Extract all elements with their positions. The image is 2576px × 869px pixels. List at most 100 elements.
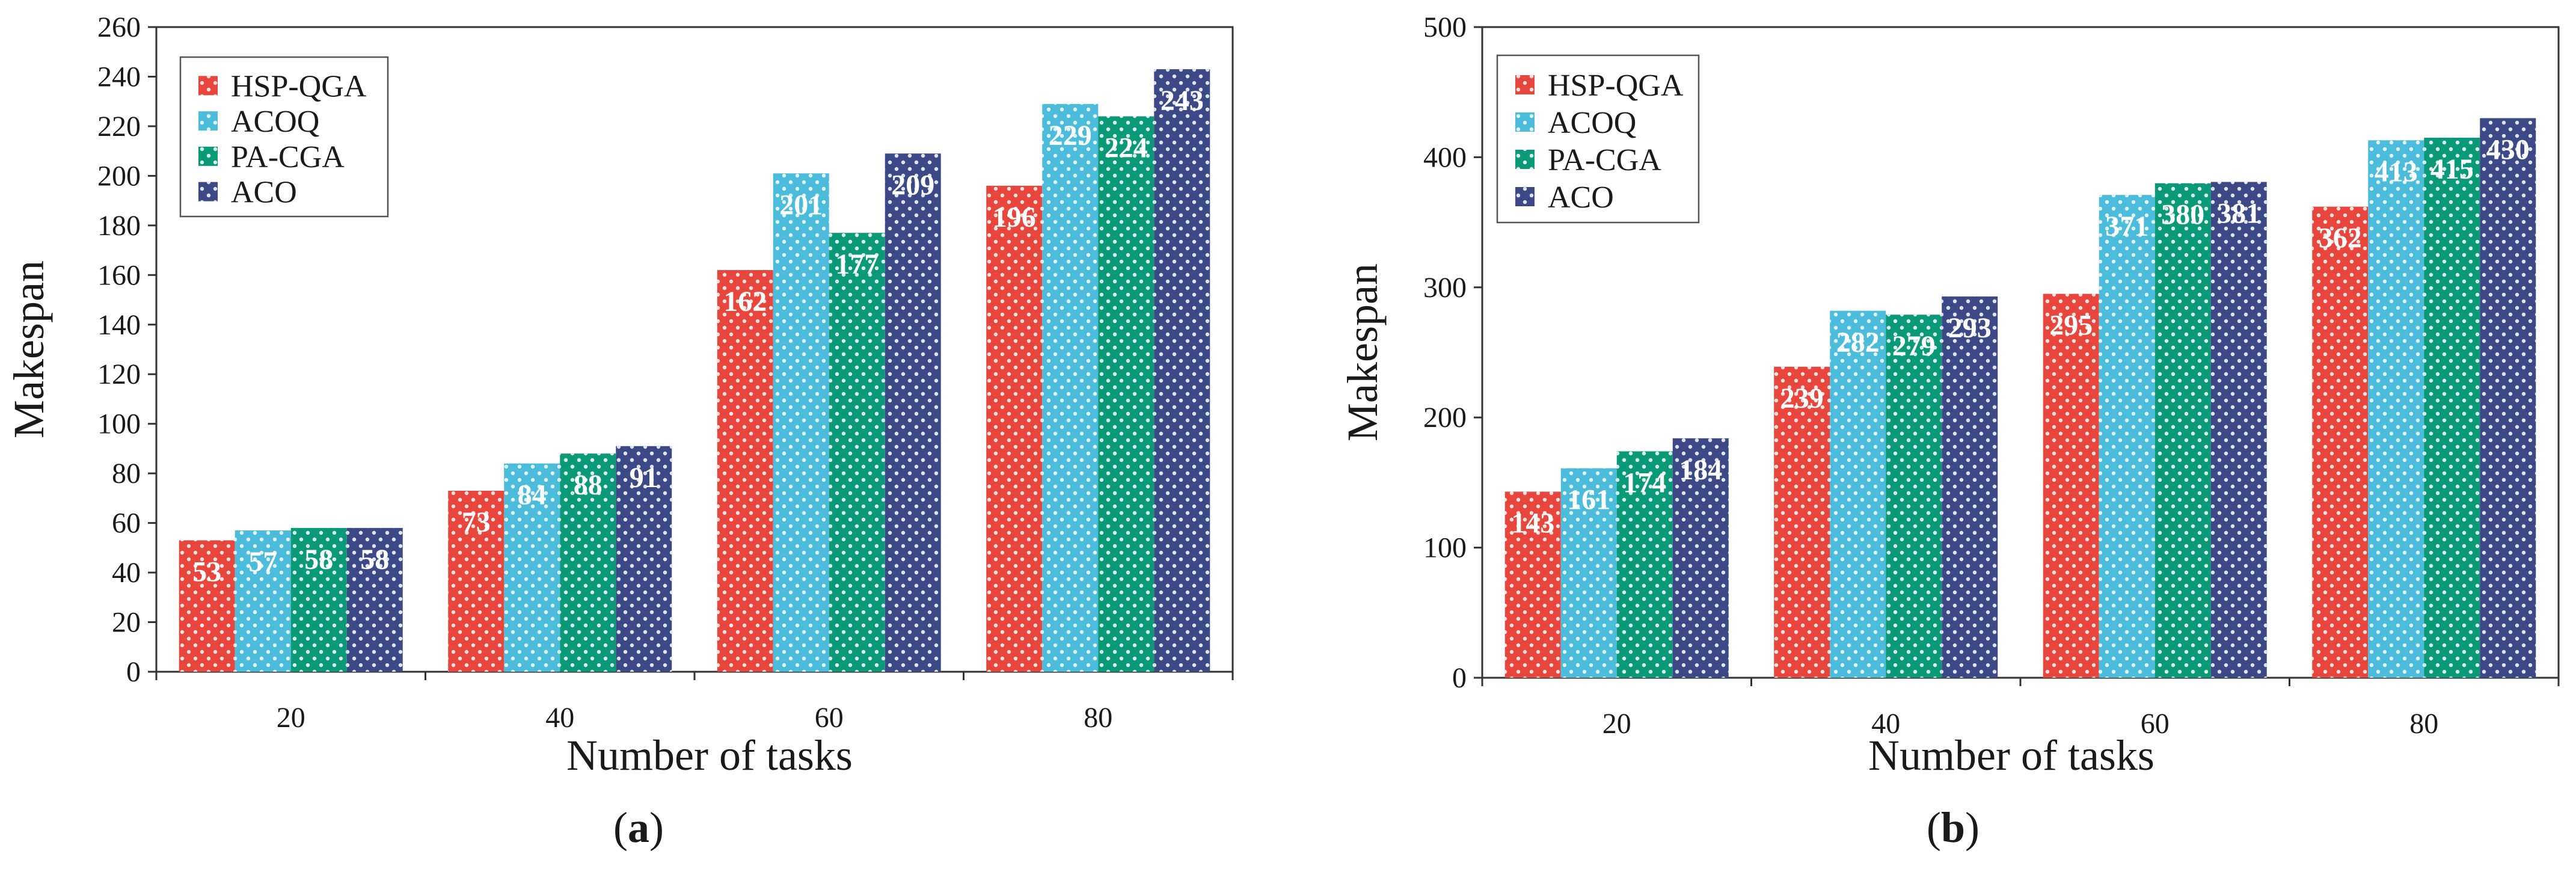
bar-texture — [448, 491, 504, 672]
bar-texture — [1942, 296, 1998, 678]
bar-value-label: 174 — [1623, 467, 1666, 499]
bar-value-label: 209 — [891, 169, 934, 201]
bar-value-label: 282 — [1836, 327, 1880, 358]
bar-texture — [717, 270, 773, 672]
x-tick-label: 60 — [2141, 708, 2170, 740]
bar-value-label: 196 — [993, 201, 1036, 233]
y-tick-label: 140 — [97, 309, 141, 341]
x-axis-title: Number of tasks — [566, 731, 853, 779]
chart-a: 0 20 40 60 80 100 120 140 160 180 200 220 240 260 20 40… — [5, 11, 1234, 852]
bar-texture — [1616, 451, 1673, 678]
x-tick-label: 60 — [815, 702, 844, 734]
bar-texture — [885, 153, 941, 672]
bar-value-label: 239 — [1780, 382, 1824, 414]
y-tick-label: 300 — [1423, 272, 1467, 304]
bar-value-label: 91 — [630, 462, 658, 494]
legend-swatch-texture — [198, 76, 218, 96]
bar-texture — [2099, 195, 2155, 678]
bar-texture — [986, 185, 1043, 672]
bar-value-label: 161 — [1567, 484, 1610, 516]
legend-label: HSP-QGA — [231, 69, 367, 103]
bar-texture — [2043, 293, 2099, 678]
bar-texture — [2210, 182, 2267, 678]
bar-value-label: 184 — [1679, 454, 1722, 486]
y-tick-label: 100 — [97, 408, 141, 440]
bar-value-label: 380 — [2161, 199, 2204, 231]
bar-value-label: 57 — [248, 546, 277, 578]
bar-texture — [616, 446, 672, 672]
y-tick-label: 500 — [1423, 11, 1467, 43]
bar-texture — [1672, 438, 1729, 678]
y-tick-label: 40 — [112, 557, 141, 589]
bar-texture — [2424, 137, 2480, 678]
legend-swatch-texture — [198, 111, 218, 131]
bar-texture — [1154, 69, 1210, 672]
bar-value-label: 162 — [723, 286, 767, 318]
bar-value-label: 413 — [2375, 156, 2418, 188]
legend-label: PA-CGA — [1548, 143, 1661, 177]
x-tick-label: 80 — [1084, 702, 1112, 734]
bar-value-label: 415 — [2430, 153, 2474, 185]
bar-value-label: 224 — [1105, 132, 1148, 164]
panel-letter: b — [1941, 803, 1965, 852]
bar-value-label: 293 — [1948, 312, 1992, 344]
bar-texture — [1830, 310, 1886, 678]
panel-label: (b) — [1927, 803, 1980, 852]
panel-label: (a) — [613, 803, 664, 852]
bar-texture — [1886, 315, 1942, 678]
bar-texture — [504, 463, 560, 672]
bar-texture — [2368, 140, 2424, 678]
legend-label: ACOQ — [1548, 106, 1636, 140]
y-tick-label: 20 — [112, 607, 141, 639]
legend-swatch-texture — [1515, 75, 1535, 94]
x-tick-label: 20 — [277, 702, 305, 734]
bar-texture — [1098, 116, 1155, 672]
bar-texture — [560, 453, 616, 672]
bar-texture — [179, 540, 235, 672]
legend-label: PA-CGA — [231, 140, 345, 174]
y-tick-label: 200 — [97, 160, 141, 192]
bar-value-label: 243 — [1161, 85, 1204, 117]
panel-letter: a — [628, 803, 649, 852]
bar-value-label: 58 — [360, 544, 389, 576]
bar-value-label: 58 — [304, 544, 333, 576]
bar-texture — [290, 527, 347, 672]
bar-value-label: 177 — [835, 248, 879, 280]
x-tick-label: 40 — [1871, 708, 1900, 740]
y-tick-label: 0 — [126, 656, 141, 688]
y-tick-label: 400 — [1423, 141, 1467, 173]
bar-value-label: 295 — [2049, 310, 2093, 342]
y-tick-label: 60 — [112, 508, 141, 539]
bar-value-label: 279 — [1892, 330, 1936, 362]
bar-value-label: 201 — [779, 189, 823, 221]
y-tick-label: 260 — [97, 11, 141, 43]
bar-texture — [2312, 206, 2369, 678]
bar-value-label: 229 — [1049, 120, 1092, 152]
bar-texture — [2154, 183, 2211, 678]
bar-value-label: 53 — [192, 556, 221, 588]
bar-texture — [1504, 491, 1561, 678]
y-tick-label: 100 — [1423, 532, 1467, 564]
bar-value-label: 84 — [518, 479, 547, 511]
bar-value-label: 430 — [2486, 134, 2530, 165]
y-tick-label: 0 — [1452, 662, 1467, 694]
legend-swatch-texture — [1515, 187, 1535, 206]
y-axis-title: Makespan — [1339, 263, 1387, 441]
bar-value-label: 371 — [2105, 210, 2148, 242]
bar-texture — [773, 173, 829, 672]
bar-texture — [1774, 366, 1830, 678]
bar-texture — [1042, 103, 1099, 672]
legend-label: ACOQ — [231, 105, 319, 139]
x-tick-label: 20 — [1602, 708, 1631, 740]
legend-label: HSP-QGA — [1548, 69, 1684, 103]
y-tick-label: 180 — [97, 210, 141, 242]
y-tick-label: 200 — [1423, 402, 1467, 434]
legend-swatch-texture — [198, 146, 218, 166]
legend-label: ACO — [231, 176, 297, 210]
bar-value-label: 381 — [2217, 198, 2260, 230]
y-axis-title: Makespan — [5, 260, 53, 438]
bar-texture — [346, 527, 403, 672]
y-tick-label: 220 — [97, 111, 141, 143]
